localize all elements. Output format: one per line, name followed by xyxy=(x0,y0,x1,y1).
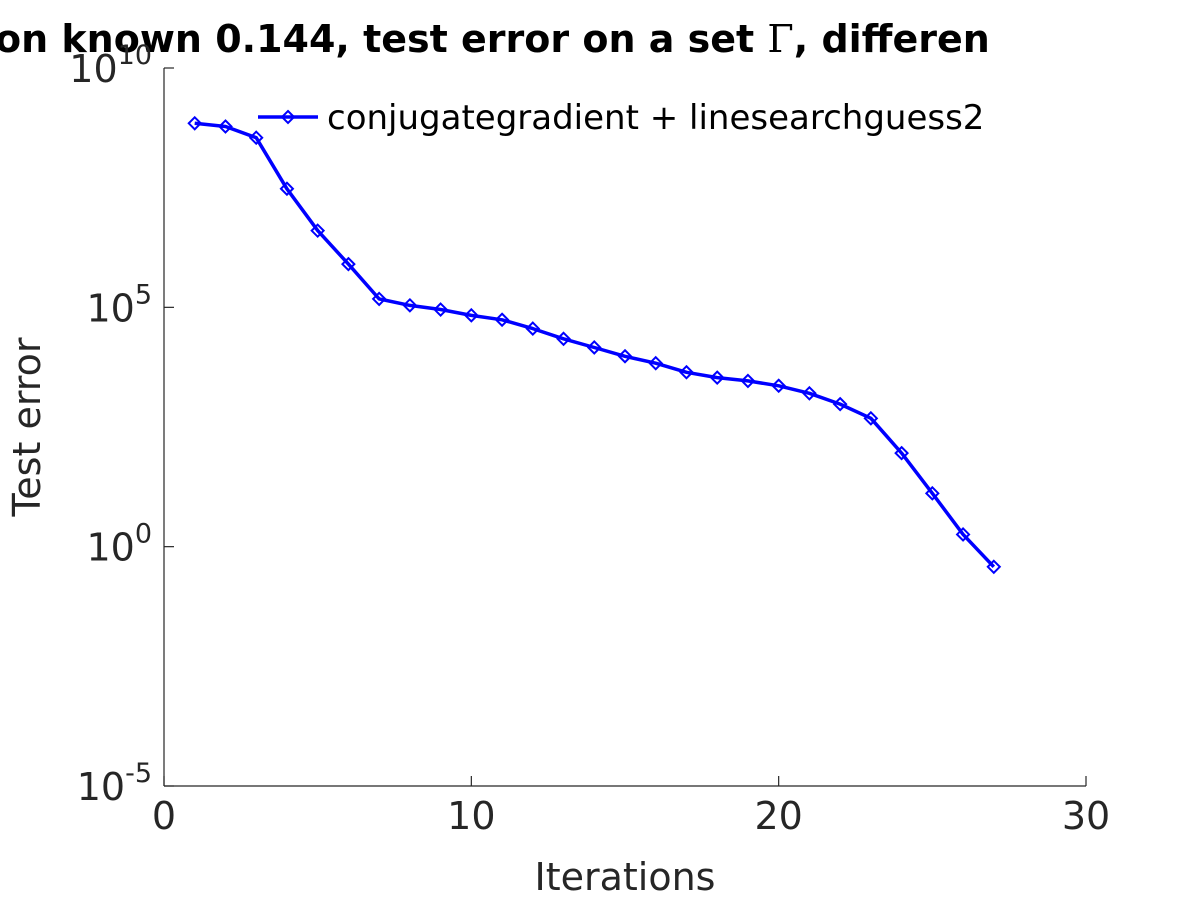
data-point xyxy=(371,291,387,307)
data-point xyxy=(648,355,664,371)
data-point xyxy=(310,223,326,239)
y-tick-label: 10-5 xyxy=(77,758,152,809)
series-layer xyxy=(187,115,1002,575)
data-point xyxy=(340,256,356,272)
data-point xyxy=(771,378,787,394)
data-point xyxy=(894,445,910,461)
data-point xyxy=(402,297,418,313)
y-tick-label: 105 xyxy=(86,279,152,330)
legend: conjugategradient + linesearchguess2 xyxy=(258,98,984,138)
data-point xyxy=(740,373,756,389)
data-point xyxy=(863,410,879,426)
data-point xyxy=(986,559,1002,575)
x-tick-label: 30 xyxy=(1062,794,1110,838)
axis-ticks: 0 10 20 30 10-5 100 105 1010 xyxy=(69,40,1110,838)
data-point xyxy=(586,340,602,355)
y-tick-label: 1010 xyxy=(69,40,152,91)
data-point xyxy=(218,119,233,134)
data-point xyxy=(463,307,479,323)
y-axis-label: Test error xyxy=(5,337,49,517)
legend-label: conjugategradient + linesearchguess2 xyxy=(327,98,984,138)
x-tick-label: 0 xyxy=(152,794,176,838)
data-point xyxy=(679,364,694,380)
chart-title-suffix: , differen xyxy=(794,17,990,61)
plot-axes xyxy=(163,68,1086,787)
data-point xyxy=(955,527,971,542)
x-tick-label: 20 xyxy=(754,794,802,838)
series-line xyxy=(194,121,996,569)
data-point xyxy=(525,321,541,336)
y-tick-label: 100 xyxy=(86,519,152,570)
data-point xyxy=(617,348,633,364)
data-point xyxy=(832,396,848,412)
chart-title-symbol: Γ xyxy=(767,17,793,61)
data-point xyxy=(801,385,817,401)
data-point xyxy=(248,130,264,146)
data-point xyxy=(279,181,295,197)
x-axis-label: Iterations xyxy=(535,855,716,899)
data-point xyxy=(433,302,449,317)
legend-marker-swatch xyxy=(280,109,296,125)
data-point xyxy=(187,115,203,131)
data-point xyxy=(494,312,510,328)
data-point xyxy=(709,370,725,386)
data-point xyxy=(924,485,940,501)
data-point xyxy=(556,331,571,347)
x-tick-label: 10 xyxy=(447,794,495,838)
chart-title: on known 0.144, test error on a set Γ, d… xyxy=(0,17,990,61)
chart-title-prefix: on known 0.144, test error on a set xyxy=(0,17,767,61)
